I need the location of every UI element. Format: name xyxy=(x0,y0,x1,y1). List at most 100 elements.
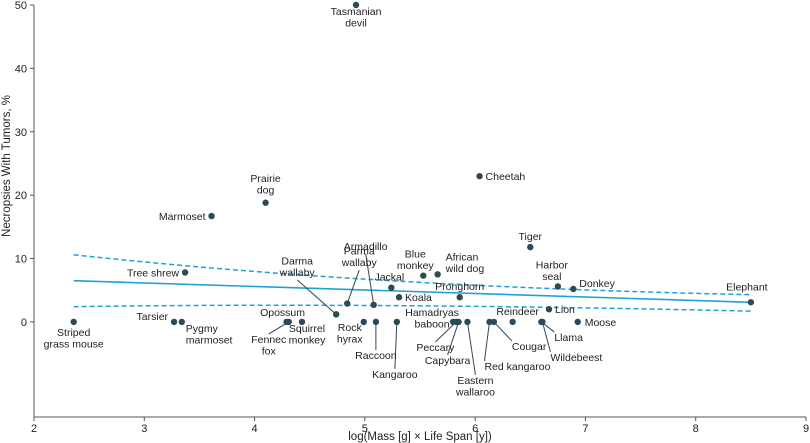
leader-peccary xyxy=(435,321,457,343)
point-lion xyxy=(545,306,553,313)
ci-upper-line xyxy=(73,253,751,296)
point-kangaroo xyxy=(393,318,401,326)
x-tick-label: 3 xyxy=(141,423,147,435)
point-harbor-seal xyxy=(554,283,562,290)
point-labels: Tasmanian devil Cheetah Prairie dog Marmoset T… xyxy=(44,6,768,398)
point-moose xyxy=(574,318,581,326)
label-african-wild-dog: African wild dog xyxy=(445,251,485,275)
point-koala xyxy=(395,294,403,301)
label-pygmy-marmoset: Pygmy marmoset xyxy=(186,323,233,347)
label-wildebeest: Wildebeest xyxy=(550,352,602,364)
leader-capybara xyxy=(447,321,460,356)
point-wildebeest xyxy=(539,318,546,326)
label-tiger: Tiger xyxy=(519,231,543,243)
point-tree-shrew xyxy=(181,269,189,276)
label-hamadryas-baboon: Hamadryas baboon xyxy=(405,307,459,331)
data-points xyxy=(70,1,755,326)
y-tick-label: 0 xyxy=(21,317,27,329)
leader-kangaroo xyxy=(394,321,398,369)
x-tick-label: 2 xyxy=(31,423,37,435)
label-harbor-seal: Harbor seal xyxy=(536,259,569,283)
label-parma-wallaby: Parma wallaby xyxy=(341,246,378,270)
leader-wildebeest xyxy=(541,321,551,353)
point-blue-monkey xyxy=(420,272,427,279)
label-elephant: Elephant xyxy=(726,281,768,293)
leader-cougar xyxy=(493,321,513,342)
point-raccoon xyxy=(372,318,380,326)
point-reindeer xyxy=(509,318,516,326)
point-darma-wallaby xyxy=(332,311,340,318)
y-tick-label: 40 xyxy=(15,63,27,75)
point-pygmy-marmoset xyxy=(178,318,185,326)
x-axis-title: log(Mass [g] × Life Span [y]) xyxy=(348,431,492,443)
label-striped-grass-mouse: Striped grass mouse xyxy=(44,327,104,351)
point-squirrel-monkey xyxy=(298,318,306,326)
label-rock-hyrax: Rock hyrax xyxy=(337,322,363,346)
point-tasmanian-devil xyxy=(352,1,360,9)
point-cougar xyxy=(490,318,498,326)
label-lion: Lion xyxy=(555,304,575,316)
point-capybara xyxy=(455,318,462,326)
regression-line xyxy=(73,279,751,304)
label-jackal: Jackal xyxy=(374,272,404,284)
x-tick-label: 8 xyxy=(693,423,699,435)
point-cheetah xyxy=(476,172,483,180)
x-tick-label: 7 xyxy=(582,423,588,435)
label-pronghorn: Pronghorn xyxy=(435,281,484,293)
point-tarsier xyxy=(170,318,178,326)
point-pronghorn xyxy=(456,294,463,301)
y-tick-label: 20 xyxy=(15,190,27,202)
label-koala: Koala xyxy=(405,292,432,304)
point-rock-hyrax xyxy=(360,318,367,326)
point-eastern-wallaroo xyxy=(464,318,471,326)
label-cheetah: Cheetah xyxy=(486,171,526,183)
label-eastern-wallaroo: Eastern wallaroo xyxy=(455,375,495,399)
leader-red-kangaroo xyxy=(483,321,490,361)
label-fennec-fox: Fennec fox xyxy=(251,334,286,358)
point-tiger xyxy=(527,243,534,251)
label-moose: Moose xyxy=(585,317,617,329)
point-red-kangaroo xyxy=(486,318,493,326)
leader-lines xyxy=(268,253,555,375)
y-tick-label: 50 xyxy=(15,0,27,12)
label-opossum: Opossum xyxy=(260,307,305,319)
label-cougar: Cougar xyxy=(512,341,547,353)
point-fennec-fox xyxy=(285,318,292,326)
point-jackal xyxy=(388,284,395,291)
label-llama: Llama xyxy=(554,332,583,344)
label-tree-shrew: Tree shrew xyxy=(127,267,180,279)
point-african-wild-dog xyxy=(434,271,441,278)
ci-lower-line xyxy=(73,304,751,312)
label-red-kangaroo: Red kangaroo xyxy=(484,361,550,373)
y-tick-label: 30 xyxy=(15,127,27,139)
x-tick-label: 6 xyxy=(472,423,478,435)
x-tick-label: 4 xyxy=(252,423,258,435)
label-reindeer: Reindeer xyxy=(496,306,539,318)
leader-parma-wallaby xyxy=(346,269,360,304)
point-marmoset xyxy=(208,212,215,220)
x-tick-label: 9 xyxy=(803,423,809,435)
label-peccary: Peccary xyxy=(416,342,455,354)
leader-eastern-wallaroo xyxy=(466,321,476,375)
label-tasmanian-devil: Tasmanian devil xyxy=(331,6,382,30)
label-tarsier: Tarsier xyxy=(137,311,169,323)
point-striped-grass-mouse xyxy=(70,318,77,326)
point-prairie-dog xyxy=(262,199,269,206)
label-prairie-dog: Prairie dog xyxy=(250,173,281,197)
point-parma-wallaby xyxy=(344,300,351,307)
y-axis-title: Necropsies With Tumors, % xyxy=(1,95,13,237)
y-tick-label: 10 xyxy=(15,254,27,266)
axes: 0 10 20 30 40 50 2 3 4 5 6 7 8 9 xyxy=(15,0,809,435)
label-blue-monkey: Blue monkey xyxy=(397,249,435,273)
point-donkey xyxy=(570,285,577,293)
label-marmoset: Marmoset xyxy=(159,211,206,223)
regression-layer xyxy=(73,253,751,312)
label-donkey: Donkey xyxy=(579,278,615,290)
x-tick-label: 5 xyxy=(362,423,368,435)
label-kangaroo: Kangaroo xyxy=(372,369,418,381)
label-raccoon: Raccoon xyxy=(355,350,397,362)
point-elephant xyxy=(747,299,755,306)
label-darma-wallaby: Darma wallaby xyxy=(279,255,316,279)
label-capybara: Capybara xyxy=(425,355,471,367)
